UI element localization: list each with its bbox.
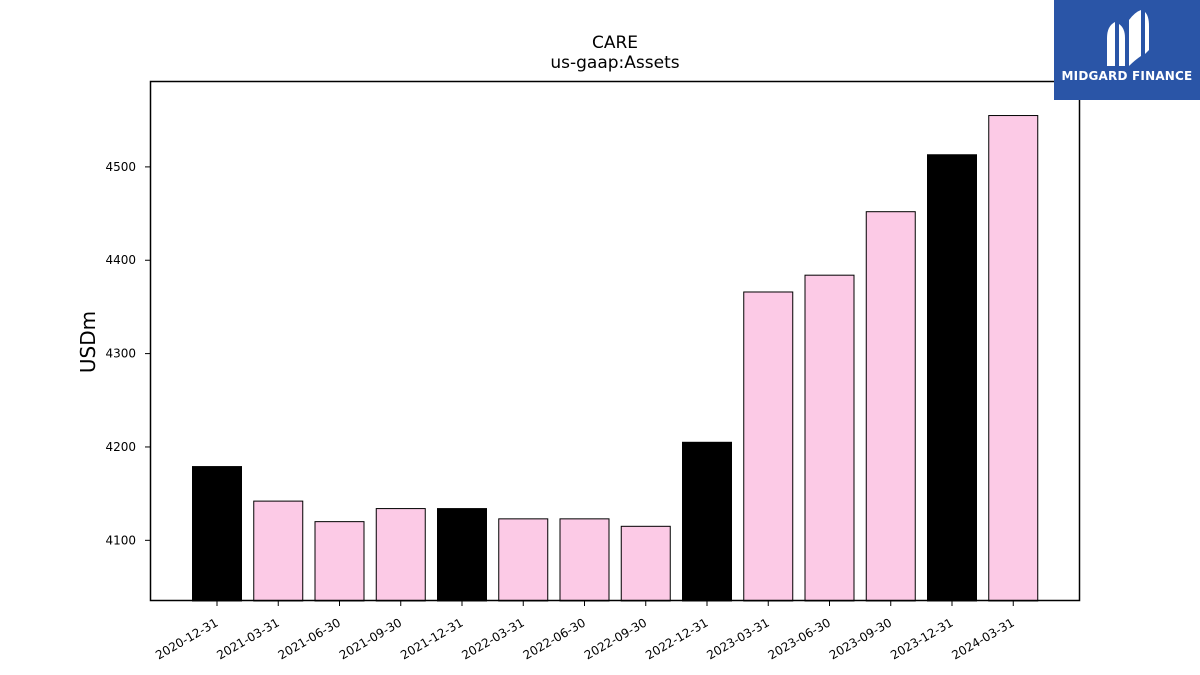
bars-group [192, 115, 1039, 602]
x-tick-label: 2021-12-31 [398, 615, 465, 662]
x-tick-label: 2023-12-31 [888, 615, 955, 662]
bar-2021-09-30 [375, 508, 426, 602]
x-tick-label: 2021-03-31 [214, 615, 281, 662]
bar-2020-12-31 [192, 466, 242, 602]
bar-2021-03-31 [253, 500, 304, 602]
bar-2023-06-30 [804, 274, 855, 602]
bar-2022-12-31 [682, 441, 732, 602]
x-tick-label: 2023-03-31 [704, 615, 771, 662]
x-tick-label: 2022-09-30 [582, 615, 649, 662]
x-tick-label: 2022-03-31 [459, 615, 526, 662]
y-tick-label: 4400 [105, 253, 136, 267]
bar-2023-03-31 [743, 291, 794, 602]
bar-2022-06-30 [559, 518, 610, 602]
y-ticks-group: 4100 4200 4300 4400 4500 [105, 160, 150, 547]
bar-2021-12-31 [437, 508, 487, 602]
y-tick-label: 4100 [105, 533, 136, 547]
brand-name: MIDGARD FINANCE [1061, 69, 1193, 83]
bar-2024-03-31 [988, 115, 1039, 602]
y-tick-label: 4500 [105, 160, 136, 174]
y-tick-label: 4300 [105, 347, 136, 361]
midgard-logo-icon [1107, 10, 1149, 66]
y-axis-label: USDm [76, 311, 100, 373]
bar-2022-09-30 [620, 525, 671, 602]
x-ticks-group: 2020-12-312021-03-312021-06-302021-09-30… [153, 601, 1017, 662]
x-tick-label: 2023-06-30 [766, 615, 833, 662]
x-tick-label: 2023-09-30 [827, 615, 894, 662]
bar-2023-12-31 [927, 154, 977, 602]
bar-2023-09-30 [865, 211, 916, 602]
x-tick-label: 2021-06-30 [276, 615, 343, 662]
bar-2021-06-30 [314, 521, 365, 602]
x-tick-label: 2022-06-30 [521, 615, 588, 662]
chart-title: CARE [592, 33, 638, 53]
brand-logo: MIDGARD FINANCE [1054, 0, 1200, 100]
x-tick-label: 2021-09-30 [337, 615, 404, 662]
x-tick-label: 2024-03-31 [949, 615, 1016, 662]
y-tick-label: 4200 [105, 440, 136, 454]
chart-subtitle: us-gaap:Assets [550, 53, 679, 73]
bar-2022-03-31 [498, 518, 549, 602]
x-tick-label: 2020-12-31 [153, 615, 220, 662]
x-tick-label: 2022-12-31 [643, 615, 710, 662]
plot-frame [149, 80, 1081, 602]
